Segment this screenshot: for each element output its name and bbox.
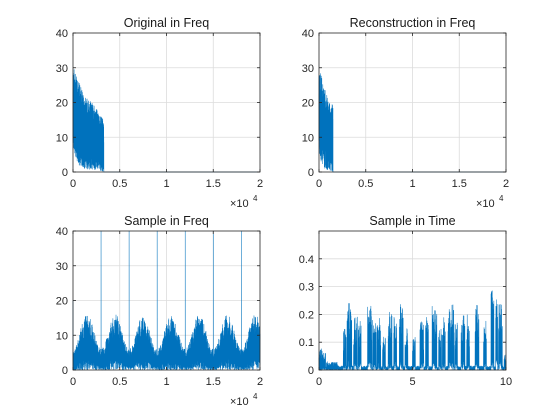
- y-tick-label: 20: [56, 98, 68, 110]
- x-tick-label: 2: [257, 376, 263, 388]
- x-exponent-power: 4: [499, 194, 504, 203]
- y-tick-label: 0: [308, 365, 314, 377]
- y-tick-label: 0: [62, 365, 68, 377]
- x-tick-label: 0.5: [112, 376, 127, 388]
- y-tick-label: 40: [56, 28, 68, 40]
- x-exponent-label: ×10: [230, 396, 249, 408]
- subplot-title: Reconstruction in Freq: [350, 16, 476, 30]
- series-line: [72, 69, 260, 173]
- y-tick-label: 30: [56, 261, 68, 273]
- y-tick-label: 0.4: [299, 254, 314, 266]
- subplot-sample-in-time: Sample in Time 0 5 10 0 0.1 0.2 0.3 0.4: [299, 214, 512, 388]
- x-exponent-label: ×10: [476, 198, 495, 210]
- y-tick-label: 0.2: [299, 309, 314, 321]
- series-line: [318, 290, 507, 371]
- y-tick-label: 30: [56, 63, 68, 75]
- y-tick-label: 10: [56, 330, 68, 342]
- grid: [319, 33, 506, 172]
- y-tick-label: 40: [56, 226, 68, 238]
- y-tick-label: 0: [62, 167, 68, 179]
- y-tick-label: 0: [308, 167, 314, 179]
- y-tick-label: 20: [56, 296, 68, 308]
- x-exponent-label: ×10: [230, 198, 249, 210]
- subplot-title: Original in Freq: [124, 16, 209, 30]
- x-tick-label: 1: [163, 178, 169, 190]
- x-tick-label: 2: [503, 178, 509, 190]
- y-tick-label: 10: [302, 132, 314, 144]
- subplot-title: Sample in Freq: [124, 214, 209, 228]
- x-tick-label: 10: [500, 376, 512, 388]
- series-line: [318, 73, 506, 173]
- x-tick-label: 0: [70, 178, 76, 190]
- y-tick-label: 0.1: [299, 337, 314, 349]
- x-tick-label: 0: [316, 376, 322, 388]
- x-exponent-power: 4: [253, 392, 258, 401]
- x-tick-label: 1.5: [206, 178, 221, 190]
- x-exponent-power: 4: [253, 194, 258, 203]
- x-tick-label: 0: [70, 376, 76, 388]
- y-tick-label: 20: [302, 98, 314, 110]
- y-tick-label: 40: [302, 28, 314, 40]
- y-tick-label: 30: [302, 63, 314, 75]
- x-tick-label: 0.5: [112, 178, 127, 190]
- x-tick-label: 0.5: [358, 178, 373, 190]
- x-tick-label: 1.5: [206, 376, 221, 388]
- x-tick-label: 0: [316, 178, 322, 190]
- series-line: [72, 230, 261, 371]
- x-tick-label: 5: [409, 376, 415, 388]
- x-tick-label: 1.5: [452, 178, 467, 190]
- x-tick-label: 2: [257, 178, 263, 190]
- x-tick-label: 1: [163, 376, 169, 388]
- y-tick-label: 10: [56, 132, 68, 144]
- subplot-title: Sample in Time: [369, 214, 455, 228]
- x-tick-label: 1: [409, 178, 415, 190]
- grid: [73, 33, 260, 172]
- y-tick-label: 0.3: [299, 282, 314, 294]
- subplot-reconstruction-in-freq: Reconstruction in Freq 0 0.5 1 1.5 201020304…: [302, 16, 509, 210]
